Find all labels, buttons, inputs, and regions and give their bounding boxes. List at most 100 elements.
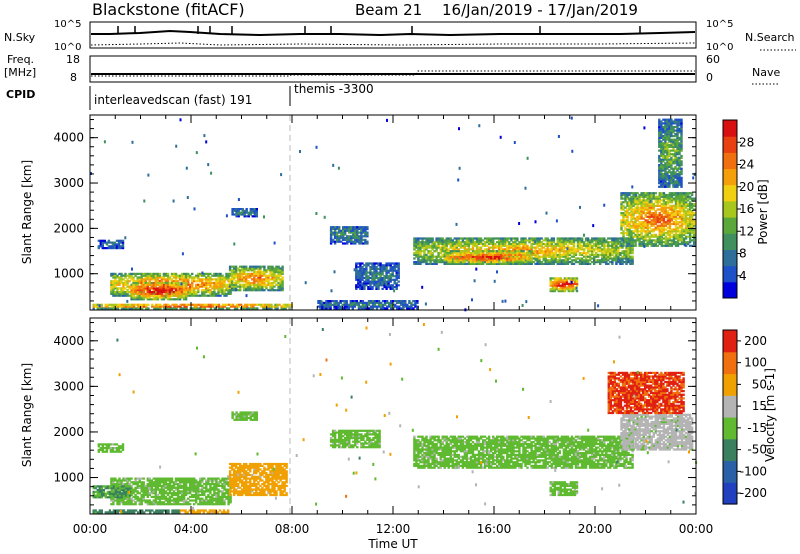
heatmap-cell [668,222,672,226]
heatmap-cell [371,276,374,280]
heatmap-cell [686,192,690,195]
heatmap-cell [441,261,444,264]
heatmap-cell [146,283,149,286]
heatmap-cell [554,261,557,264]
heatmap-cell [358,227,361,231]
heatmap-cell [152,292,155,295]
heatmap-cell [118,280,121,283]
heatmap-cell [546,248,549,251]
heatmap-cell [479,239,483,242]
heatmap-cell [568,248,572,251]
heatmap-cell [261,281,264,285]
heatmap-cell [688,212,692,215]
heatmap-cell [617,250,620,253]
heatmap-cell [122,292,125,295]
heatmap-cell [668,213,672,217]
heatmap-cell [150,276,153,279]
heatmap-cell [134,296,137,299]
heatmap-cell [453,248,456,251]
heatmap-cell [528,241,531,244]
heatmap-cell [658,171,661,174]
heatmap-cell [672,235,676,238]
heatmap-cell [359,266,362,269]
heatmap-cell [512,255,515,258]
heatmap-cell [636,235,639,238]
heatmap-cell [153,305,156,308]
heatmap-cell [682,197,686,200]
heatmap-cell [557,282,560,285]
heatmap-cell [630,210,633,213]
heatmap-cell [674,204,678,207]
heatmap-cell [554,253,557,256]
heatmap-cell [674,224,678,227]
heatmap-cell [379,269,382,272]
heatmap-cell [660,136,663,139]
heatmap-cell [463,242,467,246]
heatmap-cell [565,281,569,284]
heatmap-cell [197,287,200,290]
heatmap-cell [108,303,112,306]
heatmap-cell [672,140,675,143]
heatmap-cell [670,228,674,231]
heatmap-cell [252,303,255,306]
heatmap-cell [168,296,172,299]
heatmap-cell [346,229,349,232]
heatmap-cell [362,226,365,229]
heatmap-cell [138,285,141,288]
heatmap-cell [148,296,151,299]
heatmap-cell [508,237,511,240]
heatmap-cell [176,283,180,286]
heatmap-cell [361,269,364,272]
heatmap-cell [601,255,604,258]
heatmap-cell [666,212,670,215]
heatmap-cell [364,227,367,231]
heatmap-cell [251,209,254,212]
heatmap-cell [265,278,268,281]
heatmap-cell [500,248,503,251]
heatmap-cell [676,242,680,246]
heatmap-cell [662,129,665,132]
heatmap-cell [124,280,127,283]
heatmap-cell [346,240,349,243]
heatmap-cell [128,272,131,275]
heatmap-cell [656,204,659,207]
heatmap-cell [217,281,220,285]
heatmap-cell [467,244,471,247]
heatmap-cell [622,222,625,226]
heatmap-cell [207,287,210,290]
heatmap-cell [367,264,370,267]
heatmap-cell [631,252,634,255]
heatmap-cell [662,174,665,178]
heatmap-cell [263,281,266,285]
heatmap-cell [441,244,444,247]
heatmap-cell [622,192,625,195]
heatmap-cell [650,206,653,209]
heatmap-cell [688,226,692,229]
heatmap-cell [662,127,665,130]
heatmap-cell [112,285,115,288]
heatmap-cell [678,235,682,238]
heatmap-cell [373,267,376,270]
heatmap-cell [180,287,184,290]
heatmap-cell [485,244,489,247]
heatmap-cell [548,261,551,264]
heatmap-cell [678,197,682,200]
heatmap-cell [184,272,188,275]
heatmap-cell [613,239,616,242]
heatmap-cell [229,291,232,294]
heatmap-cell [568,242,572,246]
heatmap-cell [437,252,440,255]
heatmap-cell [668,199,672,202]
heatmap-cell [640,215,643,218]
heatmap-cell [526,261,529,264]
heatmap-cell [571,288,575,291]
heatmap-cell [122,291,125,294]
heatmap-cell [658,219,661,222]
heatmap-cell [377,282,380,285]
heatmap-cell [172,281,176,285]
heatmap-cell [453,241,456,244]
heatmap-cell [357,286,360,289]
heatmap-cell [435,244,438,247]
heatmap-cell [500,246,503,249]
heatmap-cell [189,294,192,297]
